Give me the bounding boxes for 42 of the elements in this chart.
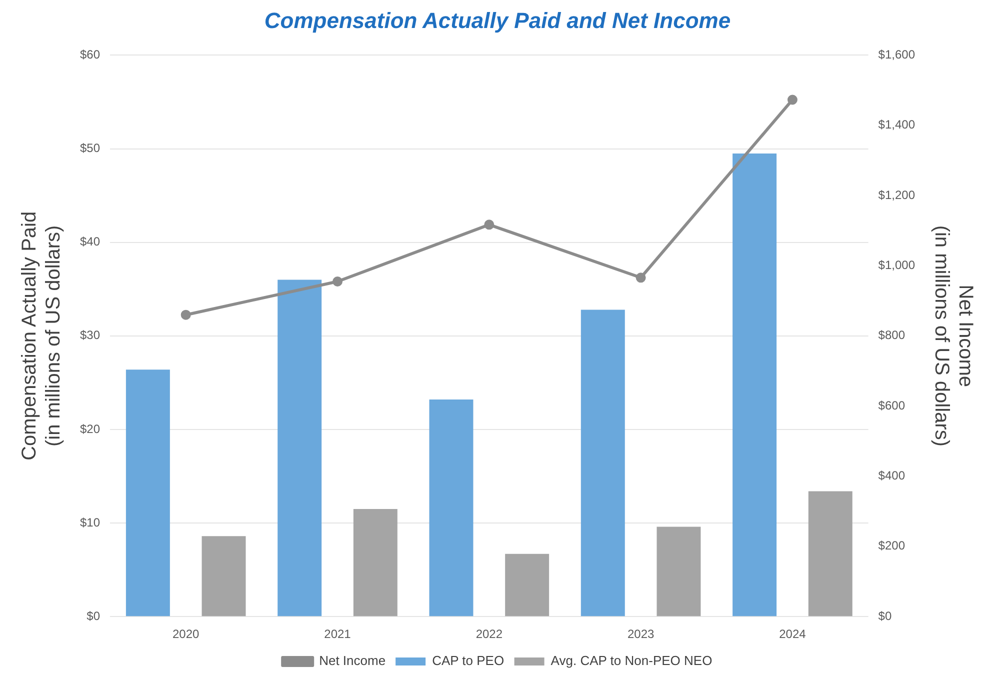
bar [353, 509, 398, 616]
y2-tick-label: $0 [878, 608, 892, 623]
y-tick-label: $50 [80, 141, 100, 156]
y2-tick-label: $1,600 [878, 48, 916, 62]
bar [429, 400, 474, 616]
x-tick-label: 2021 [324, 627, 352, 642]
bar [505, 554, 550, 616]
bar [202, 536, 246, 616]
chart-title: Compensation Actually Paid and Net Income [263, 8, 732, 34]
y2-axis-title: Net Income (in millions of US dollars) [930, 225, 976, 446]
bar [126, 370, 170, 616]
x-tick-label: 2024 [779, 627, 806, 642]
y-tick-label: $10 [80, 515, 100, 530]
y-tick-label: $60 [80, 48, 100, 62]
y-tick-label: $20 [80, 422, 100, 436]
y-tick-label: $0 [86, 608, 100, 623]
y2-tick-label: $200 [878, 538, 906, 553]
legend-label: CAP to PEO [432, 653, 504, 668]
legend-label: Avg. CAP to Non-PEO NEO [550, 653, 712, 668]
point [484, 220, 494, 230]
y2-tick-label: $600 [878, 398, 906, 412]
bar [656, 526, 701, 616]
point [787, 94, 798, 105]
bar [580, 310, 625, 616]
y2-tick-label: $1,200 [878, 188, 916, 202]
bar [808, 491, 852, 616]
x-tick-label: 2020 [172, 627, 200, 642]
y-tick-label: $30 [80, 328, 100, 342]
y2-tick-label: $800 [878, 328, 906, 342]
point [636, 272, 646, 283]
x-tick-label: 2023 [627, 627, 654, 642]
bar [732, 153, 777, 616]
x-tick-label: 2022 [476, 627, 503, 642]
y-axis-title: Compensation Actually Paid (in millions of US dollars) [18, 211, 65, 460]
y2-tick-label: $1,000 [878, 258, 916, 272]
legend-label: Net Income [319, 653, 386, 668]
point [332, 276, 343, 287]
point [180, 310, 191, 320]
y-tick-label: $40 [80, 234, 100, 249]
y2-tick-label: $1,400 [878, 118, 916, 132]
bar [278, 280, 322, 616]
y2-tick-label: $400 [878, 468, 906, 483]
